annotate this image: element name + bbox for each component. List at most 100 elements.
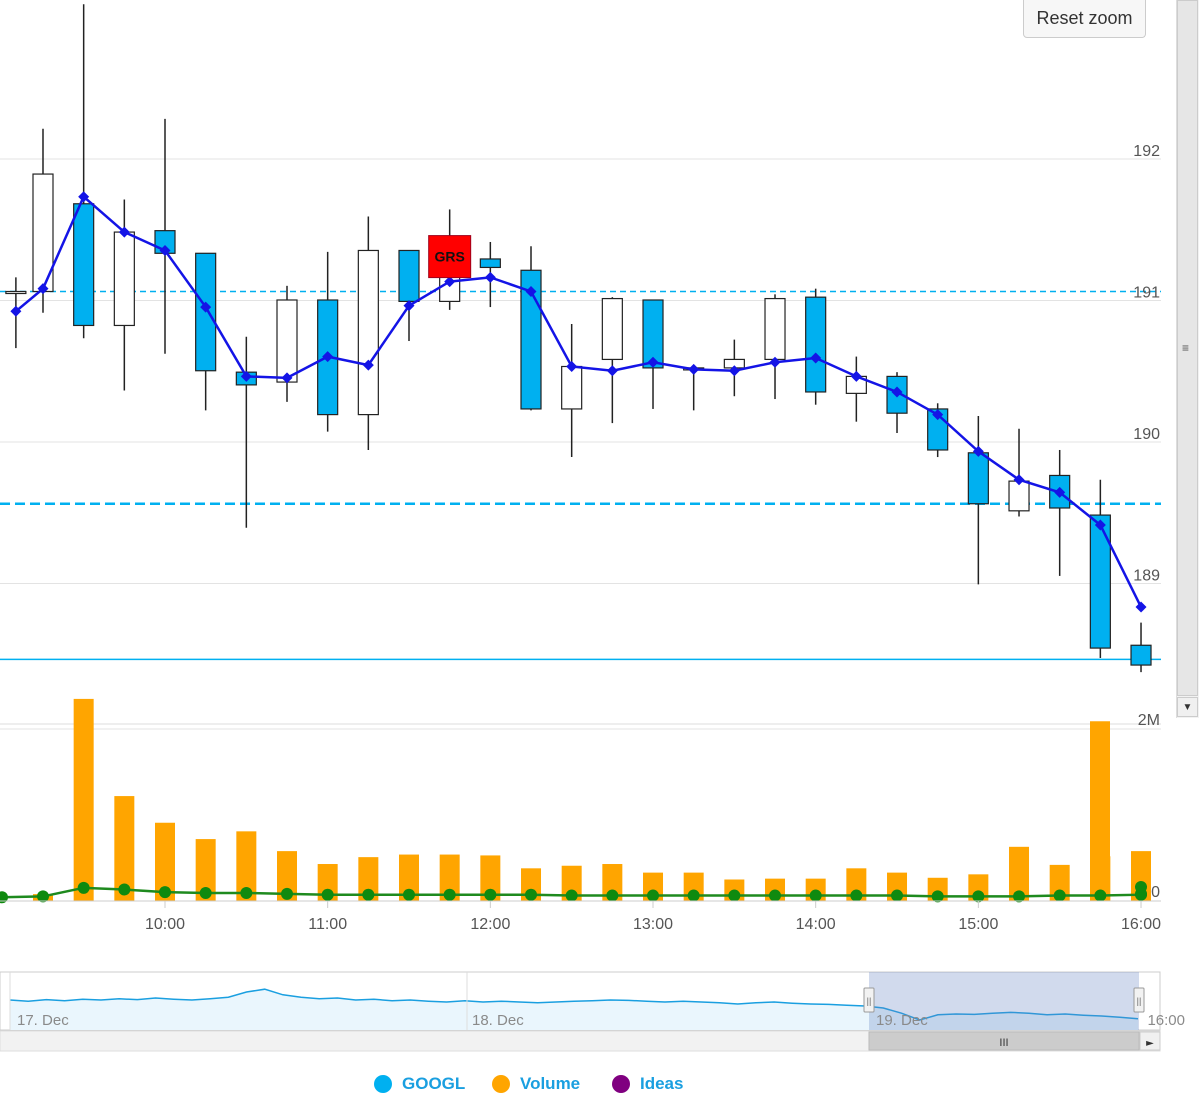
line-point [972,445,984,457]
time-tick-label: 13:00 [633,916,673,933]
volume-line-series [0,880,1148,904]
volume-line-point [403,888,416,901]
volume-line-point [687,889,700,902]
line-point [10,305,22,317]
line-point [281,372,293,384]
volume-line-point [809,889,822,902]
time-tick-label: 11:00 [308,916,347,933]
scrollbar-grip-icon: III [999,1037,1008,1049]
legend-marker-icon [492,1075,510,1093]
volume-bar [1090,721,1110,901]
navigator-handle[interactable]: || [863,987,875,1013]
line-point [484,271,496,283]
candle [73,4,95,339]
navigator-handle[interactable]: || [1133,987,1145,1013]
scroll-right-button [1139,1031,1161,1051]
candle [398,249,420,342]
volume-line-point [1013,890,1026,903]
volume-bar [114,796,135,901]
navigator[interactable]: 17. Dec 18. Dec 19. Dec 16:00 || || III ► [0,971,1185,1052]
flag-marker[interactable]: GRS [428,235,472,279]
candle-body [5,290,27,295]
line-point [647,356,659,368]
candle [357,216,379,450]
legend-label: Volume [520,1074,581,1093]
volume-line-point [769,889,782,902]
scroll-down-arrow-icon[interactable]: ▼ [1177,697,1198,717]
candle [601,297,623,424]
candle-body [601,297,623,361]
legend-item-volume[interactable]: Volume [492,1074,580,1094]
time-tick-label: 10:00 [145,916,185,933]
handle-grip-icon: || [867,996,872,1006]
navigator-handle-grip [1133,987,1145,1013]
volume-line-point [118,883,131,896]
candle [276,285,298,402]
line-point [444,276,456,288]
line-point [891,386,903,398]
candle-body [357,249,379,416]
volume-line-point [159,886,171,899]
navigator-line [9,988,1139,1021]
line-point [362,359,374,371]
legend-item-ideas[interactable]: Ideas [612,1074,683,1094]
time-axis-labels: 10:00 11:00 12:00 13:00 14:00 15:00 16:00 [0,900,1161,933]
candle-body [967,452,989,505]
time-tick-label: 16:00 [1121,916,1161,933]
candle [561,324,583,458]
volume-line-point [1053,889,1066,902]
flag-label: GRS [435,249,465,265]
time-tick-label: 14:00 [796,916,836,933]
volume-bar [480,855,501,901]
candle [195,252,217,411]
volume-bar [277,851,298,901]
candlestick-series [5,4,1152,673]
volume-bar [1009,846,1030,901]
candle [764,294,786,400]
volume-bar [73,698,94,901]
time-tick-label: 15:00 [958,916,998,933]
legend-label: GOOGL [402,1074,466,1093]
volume-line-point [321,888,334,901]
navigator-scrollbar-thumb[interactable] [868,1031,1140,1051]
candle [1049,449,1071,576]
candle-body [276,299,298,383]
candle-body [764,297,786,361]
line-point [850,370,862,382]
line-point [688,363,700,375]
line-point [1013,474,1025,486]
candle [967,416,989,585]
line-point [322,351,334,363]
volume-line-point [0,891,8,904]
volume-bar [1049,864,1070,901]
volume-series [32,698,1151,901]
scrollbar-grip-icon: ≡ [1182,341,1190,355]
candle-body [561,365,583,410]
candle-body [805,296,827,393]
line-point [810,352,822,364]
volume-line-point [728,889,741,902]
vertical-scrollbar-thumb[interactable] [1177,0,1198,696]
legend-marker-icon [374,1075,392,1093]
price-axis-labels: 189 190 191 192 [1133,143,1160,585]
reset-zoom-button[interactable]: Reset zoom [1023,0,1146,38]
line-point [159,244,171,256]
legend-item-googl[interactable]: GOOGL [374,1074,465,1094]
line-point [200,301,212,313]
line-point [932,409,944,421]
line-point [78,191,90,203]
volume-bar [561,865,582,901]
navigator-date-label: 19. Dec [876,1012,928,1029]
volume-line-point [1094,889,1107,902]
navigator-date-label: 16:00 [1147,1012,1185,1029]
volume-bar [236,831,257,901]
volume-line-point [606,889,619,902]
line-point [525,286,537,297]
line-point [728,365,740,377]
time-tick-label: 12:00 [470,916,510,933]
price-tick-label: 192 [1133,143,1160,160]
line-point [37,283,49,295]
volume-line-point [525,888,538,901]
candle [642,299,664,409]
volume-bar [358,857,379,901]
